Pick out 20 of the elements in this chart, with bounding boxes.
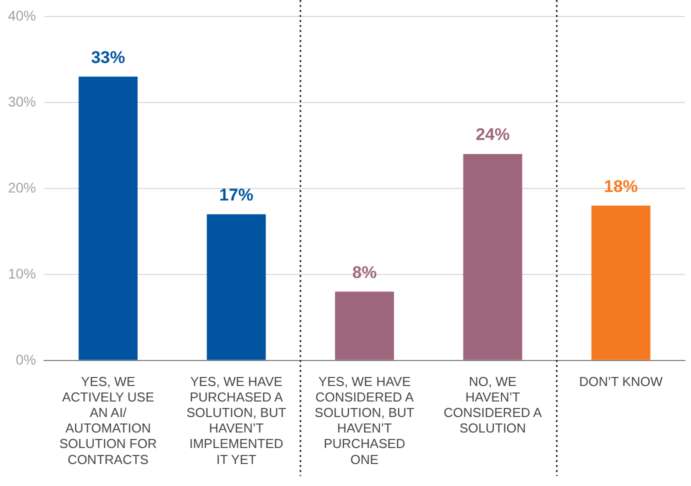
- bar: [463, 154, 522, 360]
- data-label: 8%: [352, 262, 377, 282]
- y-tick-label: 30%: [8, 93, 36, 110]
- y-tick-label: 20%: [8, 179, 36, 196]
- x-tick-label: YES, WE HAVE PURCHASED A SOLUTION, BUT HAVEN’T IMPLEMENTED IT YET: [186, 374, 286, 467]
- x-tick-label: NO, WE HAVEN’T CONSIDERED A SOLUTION: [444, 374, 542, 436]
- x-tick-label: DON’T KNOW: [579, 374, 664, 389]
- bar: [78, 76, 138, 360]
- data-label: 18%: [604, 176, 638, 196]
- y-tick-label: 40%: [8, 7, 36, 24]
- y-tick-label: 10%: [8, 265, 36, 282]
- bar: [206, 214, 266, 360]
- y-tick-label: 0%: [16, 351, 36, 368]
- bar: [591, 206, 650, 360]
- data-label: 33%: [91, 48, 126, 67]
- bar: [335, 292, 394, 360]
- x-tick-label: YES, WE ACTIVELY USE AN AI/ AUTOMATION SOLUTION FOR CONTRACTS: [59, 374, 157, 467]
- x-tick-label: YES, WE HAVE CONSIDERED A SOLUTION, BUT HAVEN’T PURCHASED ONE: [314, 374, 414, 467]
- data-label: 24%: [476, 125, 510, 144]
- data-label: 17%: [219, 185, 254, 204]
